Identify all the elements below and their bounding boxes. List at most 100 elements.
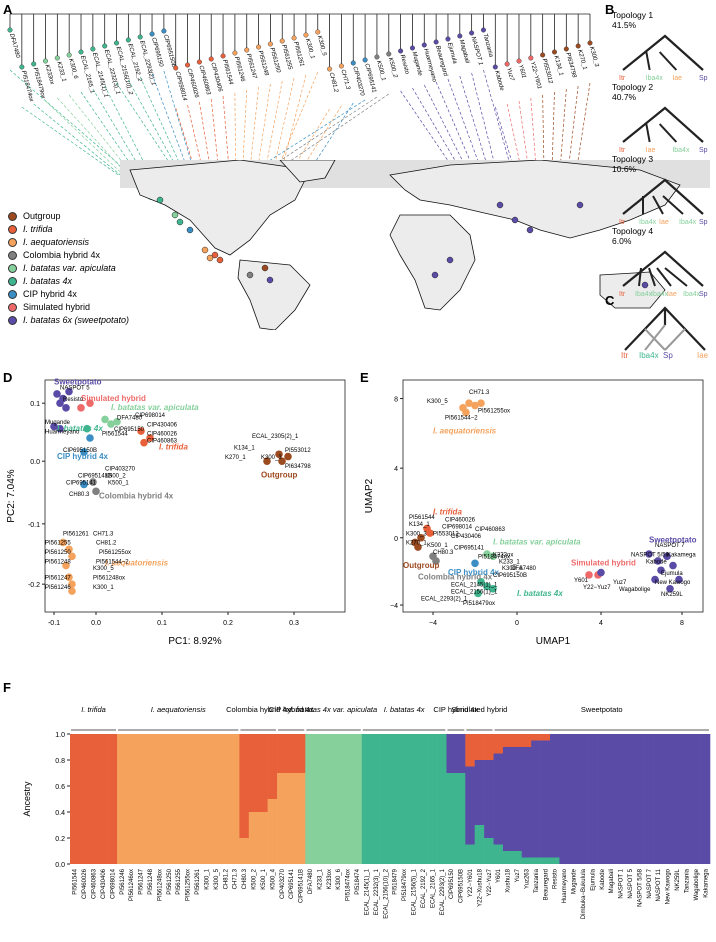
sample-label: PI561255 bbox=[176, 868, 182, 894]
pca-plot: PC1: 8.92% PC2: 7.04% -0.1 0.0 0.1 0.2 0.3 0.1 0… bbox=[6, 378, 346, 647]
legend-item-trifida: I. trifida bbox=[8, 223, 129, 236]
tree-tip-label: CIP698014 bbox=[174, 71, 188, 102]
tree-tip bbox=[315, 29, 321, 35]
tree-tip-label: PI561261 bbox=[292, 41, 304, 67]
scatter-point bbox=[62, 404, 70, 412]
ancestry-bar-segment bbox=[286, 734, 297, 773]
map-sample-dot bbox=[641, 281, 649, 289]
legend-swatch bbox=[8, 290, 17, 299]
tree-tip bbox=[291, 35, 297, 41]
topology-title: Topology 1 bbox=[612, 10, 654, 20]
topology-tree: Itr Iba4x Iae Sp bbox=[619, 34, 708, 82]
sample-label: PI561246ox bbox=[129, 869, 135, 901]
ancestry-bar-segment bbox=[107, 734, 118, 864]
group-label: I. aequatoriensis bbox=[433, 426, 497, 435]
group-header: I. batatas 4x bbox=[384, 705, 425, 714]
point-label: CIP695150B bbox=[493, 573, 527, 579]
y-tick-label: -0.1 bbox=[28, 522, 40, 529]
scatter-point bbox=[284, 452, 292, 461]
sample-label: PI561248ox bbox=[157, 869, 163, 901]
group-label: Sweetpotato bbox=[649, 535, 697, 544]
ancestry-bar-segment bbox=[521, 747, 532, 858]
legend-item-aequatoriensis: I. aequatoriensis bbox=[8, 236, 129, 249]
scatter-point bbox=[53, 390, 61, 398]
group-header: CIP hybrid 4x bbox=[433, 705, 478, 714]
topology-title: Topology 4 bbox=[612, 226, 654, 236]
tree-tip-label: PI561250 bbox=[268, 47, 281, 74]
topology-tree: Itr Iae Iba4x Sp bbox=[619, 106, 708, 154]
tree-tip bbox=[540, 52, 546, 58]
group-label: Simulated hybrid bbox=[81, 394, 146, 403]
ancestry-bar-segment bbox=[239, 838, 250, 864]
group-label: I. batatas 4x bbox=[517, 589, 563, 598]
tree-tip bbox=[504, 61, 510, 67]
ancestry-bar-segment bbox=[117, 734, 127, 864]
sample-label: PI561261 bbox=[195, 868, 201, 894]
scatter-point bbox=[417, 533, 425, 542]
sample-label: CH71.3 bbox=[233, 868, 239, 889]
sample-label: PI518479 bbox=[393, 868, 399, 894]
point-label: CIP460863 bbox=[147, 439, 178, 445]
point-label: CIP695150 bbox=[114, 427, 145, 433]
x-tick-label: -0.1 bbox=[48, 620, 60, 627]
topology-tip: Itr bbox=[619, 75, 626, 82]
scatter-point bbox=[654, 557, 662, 565]
scatter-point bbox=[462, 408, 470, 417]
tree-tip bbox=[43, 58, 49, 64]
point-label: CIP460026 bbox=[147, 432, 178, 438]
ancestry-bar-segment bbox=[502, 734, 513, 747]
y-axis-label: PC2: 7.04% bbox=[6, 469, 17, 522]
tree-tip-label: NASPOT 1 bbox=[470, 36, 483, 66]
topology-tip: Iba4x bbox=[672, 147, 690, 154]
topology-pct: 6.0% bbox=[612, 236, 632, 246]
tree-tip-label: Tanzania bbox=[482, 33, 494, 59]
sample-label: Ejumula bbox=[590, 868, 596, 890]
ancestry-bar-segment bbox=[192, 734, 203, 864]
ancestry-bar-segment bbox=[418, 734, 428, 864]
point-label: K300_1 bbox=[93, 585, 114, 591]
tree-tip-label: K500_2 bbox=[387, 57, 398, 79]
ancestry-bar-segment bbox=[465, 844, 476, 864]
topology-title: Topology 2 bbox=[612, 82, 654, 92]
ancestry-bar-segment bbox=[615, 734, 626, 864]
point-label: CH71.3 bbox=[469, 390, 490, 396]
point-label: CIP403270 bbox=[105, 466, 136, 472]
x-axis-label: PC1: 8.92% bbox=[168, 636, 221, 647]
topology-tip: Iae bbox=[646, 147, 656, 154]
map-sample-dot bbox=[511, 216, 519, 224]
topology-label: Topology 4 6.0% bbox=[612, 226, 653, 246]
sample-label: Xushu18 bbox=[506, 868, 512, 892]
point-label: CIP695150B bbox=[63, 448, 97, 454]
ancestry-bar-segment bbox=[634, 734, 645, 864]
ancestry-bar-segment bbox=[267, 799, 278, 864]
legend-item-cip: CIP hybrid 4x bbox=[8, 288, 129, 301]
ancestry-bar-segment bbox=[408, 734, 419, 864]
scatter-point bbox=[86, 399, 94, 407]
tree-tip bbox=[244, 47, 250, 53]
ancestry-bar-segment bbox=[540, 740, 551, 858]
tree-tip-label: DFA7480 bbox=[8, 33, 20, 59]
point-label: K300_5 bbox=[427, 399, 448, 405]
scatter-point bbox=[65, 387, 73, 396]
tree-tip-label: CIP460863 bbox=[197, 65, 211, 96]
scatter-point bbox=[80, 480, 88, 489]
tree-tip-label: Resisto bbox=[399, 54, 410, 76]
ancestry-bar-segment bbox=[352, 734, 363, 864]
ancestry-bar-segment bbox=[324, 734, 334, 864]
group-header: I. batatas 4x var. apiculata bbox=[290, 705, 377, 714]
point-label: ECAL_2293(2)_1 bbox=[421, 596, 468, 602]
ancestry-bar-segment bbox=[672, 734, 683, 864]
scatter-point bbox=[426, 529, 434, 537]
scatter-point bbox=[113, 417, 121, 426]
tree-tip-label: Yuz7 bbox=[505, 67, 514, 82]
group-header: Simulated hybrid bbox=[451, 705, 507, 714]
sample-label: Tanzania bbox=[684, 868, 690, 893]
point-label: CIP695141 bbox=[66, 480, 97, 486]
tree-tip bbox=[516, 58, 522, 64]
sample-label: Wagabolige bbox=[694, 868, 700, 900]
map-sample-dot bbox=[211, 251, 219, 259]
point-label: ECAL_2156(1)_1 bbox=[451, 589, 498, 595]
ancestry-bar-segment bbox=[258, 734, 268, 812]
x-tick-label: 0.3 bbox=[289, 620, 299, 627]
